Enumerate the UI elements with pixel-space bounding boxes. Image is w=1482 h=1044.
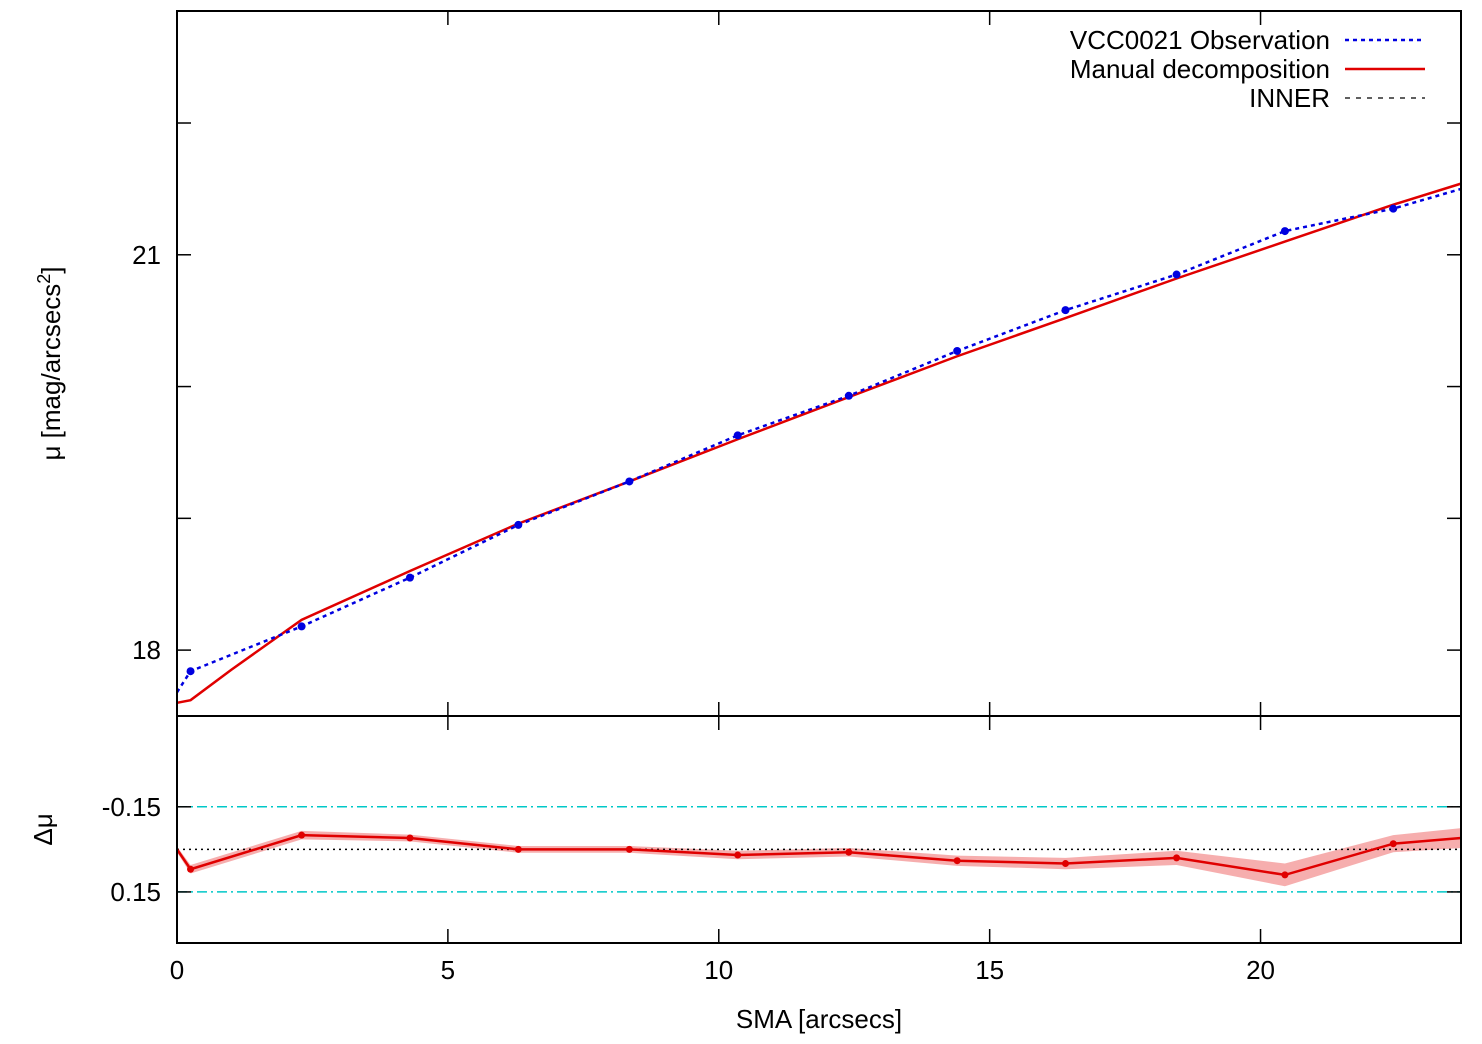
observation-point	[625, 477, 634, 486]
observation-point	[186, 667, 195, 676]
residual-frame	[176, 715, 1462, 944]
residual-point	[625, 845, 633, 853]
residual-point	[845, 848, 853, 856]
residual-point	[298, 831, 306, 839]
y-tick-label: 21	[132, 240, 161, 270]
observation-point	[1389, 204, 1398, 213]
residual-line	[175, 833, 1462, 877]
observation-point	[733, 431, 742, 440]
legend-label: Manual decomposition	[1070, 54, 1330, 84]
x-tick-label: 0	[170, 955, 184, 985]
x-axis-title: SMA [arcsecs]	[736, 1004, 902, 1034]
observation-point	[844, 391, 853, 400]
observation-point	[1280, 227, 1289, 236]
x-tick-label: 10	[704, 955, 733, 985]
profile-frame	[176, 10, 1462, 717]
x-tick-label: 20	[1246, 955, 1275, 985]
residual-point	[406, 834, 414, 842]
observation-point	[514, 520, 523, 529]
legend-label: VCC0021 Observation	[1070, 25, 1330, 55]
y-tick-label: 18	[132, 635, 161, 665]
residual-point	[514, 845, 522, 853]
residual-panel: 0 5 10 15 20 0.15 -0.15	[102, 715, 1462, 985]
x-tick-label: 5	[441, 955, 455, 985]
residual-point	[1281, 871, 1289, 879]
series-observation-line	[175, 187, 1462, 693]
residual-point	[1062, 860, 1070, 868]
residual-error-band	[177, 828, 1461, 887]
residual-y-tick-label: -0.15	[102, 792, 161, 822]
axis-titles: SMA [arcsecs] μ [mag/arcsecs2] Δμ	[28, 266, 902, 1034]
residual-axis-title: Δμ	[28, 813, 58, 845]
residual-point	[953, 857, 961, 865]
series-manual-decomposition-line	[176, 182, 1462, 705]
residual-point	[187, 865, 195, 873]
x-tick-label: 15	[975, 955, 1004, 985]
observation-point	[297, 622, 306, 631]
legend-label: INNER	[1249, 83, 1330, 113]
residual-point	[1389, 840, 1397, 848]
observation-point	[1172, 270, 1181, 279]
residual-point	[1173, 854, 1181, 862]
observation-point	[1061, 306, 1070, 315]
residual-point	[734, 851, 742, 859]
y-axis-title: μ [mag/arcsecs2]	[34, 266, 66, 460]
observation-point	[953, 346, 962, 355]
observation-point	[405, 573, 414, 582]
residual-y-tick-label: 0.15	[110, 877, 161, 907]
